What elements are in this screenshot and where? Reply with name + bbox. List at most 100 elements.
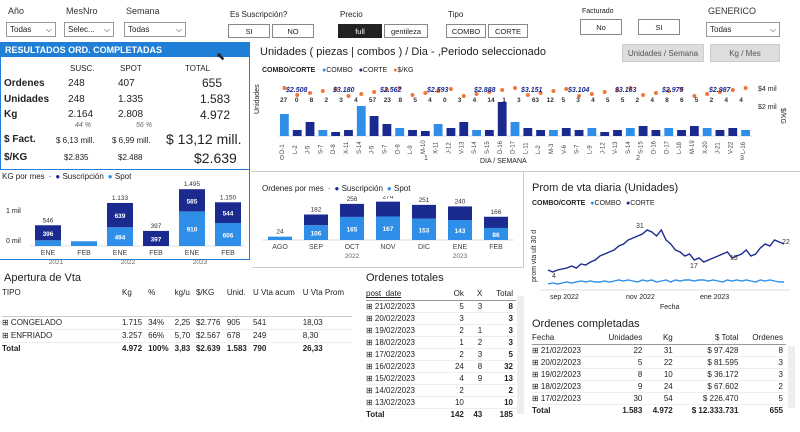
filter-semana-dropdown[interactable]: Todas ⌵ [124,22,186,37]
units-price-point [461,94,466,98]
units-y2label: $/KG [779,108,786,124]
units-bar-label: 5 [413,97,417,104]
units-bar-label: 4 [591,97,595,104]
summary-col-spot: SPOT [120,64,142,73]
units-bar-label: 5 [621,97,625,104]
summary-fact-label: $ Fact. [4,134,36,145]
prom-chart-svg: 31 17 15 22 4 [540,223,790,291]
summary-ordenes-total: 655 [202,76,223,90]
prom-point-label: 17 [690,263,698,270]
ordenes-totales-cell: 5 [459,301,464,311]
units-bar [613,130,622,136]
bar-spot-label: 153 [419,227,430,234]
ordenes-completadas-scrollbar[interactable] [788,346,795,408]
units-price-point [397,86,402,90]
ordenes-totales-date-cell: ⊞ 18/02/2023 [366,337,415,347]
apertura-header-row: TIPO Kg% kg/u $/KG Unid. U Vta acum U Vta Prom [2,288,352,316]
filter-facturado-no[interactable]: No [580,19,622,35]
units-bar-label: 1 [502,97,506,104]
ordenes-totales-title: Ordenes totales [366,272,444,284]
apertura-cell: 2,25 [174,318,191,327]
ordenes-completadas-total-cell: 1.583 [622,405,643,415]
summary-ordenes-susc: 248 [68,78,85,89]
filter-generico-dropdown[interactable]: Todas ⌵ [706,22,780,37]
bar-segment-spot [412,218,436,240]
units-bar-label: 4 [650,97,654,104]
summary-kg-spot: 2.808 [118,109,144,120]
prom-tick-ene: ene 2023 [700,294,730,301]
units-price-label: $3.180 [332,87,355,94]
units-day-label: V-13 [613,141,619,154]
summary-skg-total: $2.639 [194,150,237,166]
apertura-cell: 8,30 [302,331,319,340]
filter-tipo-combo[interactable]: COMBO [446,24,486,38]
units-bar [280,114,289,136]
legend-corte: ●CORTE [358,67,388,74]
ordenes-totales-col-header: Ok [453,289,464,299]
units-price-point [384,88,389,92]
units-bar [625,128,635,136]
units-ylabel: Unidades [254,84,261,114]
ordenes-completadas-col-header: Ordenes [752,333,783,343]
units-day-label: S-7 [382,144,388,154]
apertura-table: TIPO Kg% kg/u $/KG Unid. U Vta acum U Vta Prom… [2,288,352,355]
units-chart-svg: D-1 L-2 J-5 S-7 D-8 X-11 S-14 J-5 S-7 D-8 L-9 M-10 X… [278,86,752,162]
bar-month-label: FEB [149,250,163,257]
units-bar [715,130,725,136]
ordenes-completadas-col-header: Kg [662,333,673,343]
filter-precio-gentileza[interactable]: gentileza [384,24,428,38]
apertura-total-cell: $2.639 [195,344,221,354]
bar-year-label: 2022 [345,253,360,260]
units-legend: ●COMBO ●CORTE ●$/KG [322,67,413,74]
ordenes-completadas-table: Fecha Unidades Kg $ Total Ordenes ⊞ 21/02/202… [532,332,786,416]
ordenes-completadas-cell: 24 [663,381,673,391]
ordenes-completadas-cell: 3 [778,357,783,367]
apertura-total-cell: 4.972 [122,344,143,354]
units-bar-label: 0 [295,97,299,104]
chevron-down-icon: ⌵ [103,24,110,34]
units-day-label: J-12 [600,142,606,154]
ordenes-totales-cell: 2 [477,337,483,347]
filter-tipo-corte[interactable]: CORTE [488,24,528,38]
units-bar [664,128,674,136]
units-bar-label: 3 [517,97,521,104]
kg-y-0mil: 0 mil [6,238,21,245]
units-bar-label: 5 [606,97,610,104]
units-bar [677,130,686,136]
filter-mesnro-dropdown[interactable]: Selec... ⌵ [64,22,114,37]
filter-precio-full[interactable]: full [338,24,382,38]
bar-month-label: FEB [221,250,235,257]
ordenes-totales-cell: 2 [508,385,513,395]
units-day-label: D-16 [498,140,504,154]
prom-tick-sep: sep 2022 [550,294,579,301]
ordenes-totales-date-cell: ⊞ 16/02/2023 [366,361,415,371]
table-row: ⊞ 17/02/2023 30 54 $ 226.470 5 [532,392,786,404]
filter-semana-label: Semana [126,6,160,16]
ordenes-totales-scrollbar[interactable] [517,296,524,414]
bar-month-label: FEB [489,244,503,251]
units-price-point [666,89,671,93]
units-price-point [372,90,377,94]
summary-unidades-spot: 1.335 [118,94,144,105]
ordenes-completadas-col-header: $ Total [715,333,739,343]
apertura-cell: $2.567 [195,331,221,340]
bar-segment-suscripcion [484,216,508,228]
filter-suscripcion-si[interactable]: SI [228,24,270,38]
filter-suscripcion-no[interactable]: NO [272,24,314,38]
summary-unidades-total: 1.583 [200,92,231,106]
ordenes-totales-cell: 4 [459,373,464,383]
ordenes-completadas-col-header: Unidades [608,333,643,343]
units-bar [574,130,584,136]
filter-facturado-si[interactable]: SI [638,19,680,35]
units-day-label: L-16 [741,141,747,154]
units-price-point [602,90,607,94]
units-price-point [474,92,479,96]
ordenes-completadas-total-cell: Total [532,405,551,415]
ordenes-completadas-total-cell: $ 12.333.731 [691,405,739,415]
apertura-title: Apertura de Vta [4,272,82,284]
filter-ano-dropdown[interactable]: Todas ⌵ [6,22,56,37]
kg-month-button[interactable]: Kg / Mes [710,44,780,62]
bar-susc-label: 585 [187,198,198,205]
units-week-button[interactable]: Unidades / Semana [622,44,704,62]
ordenes-totales-cell: 32 [504,361,513,371]
